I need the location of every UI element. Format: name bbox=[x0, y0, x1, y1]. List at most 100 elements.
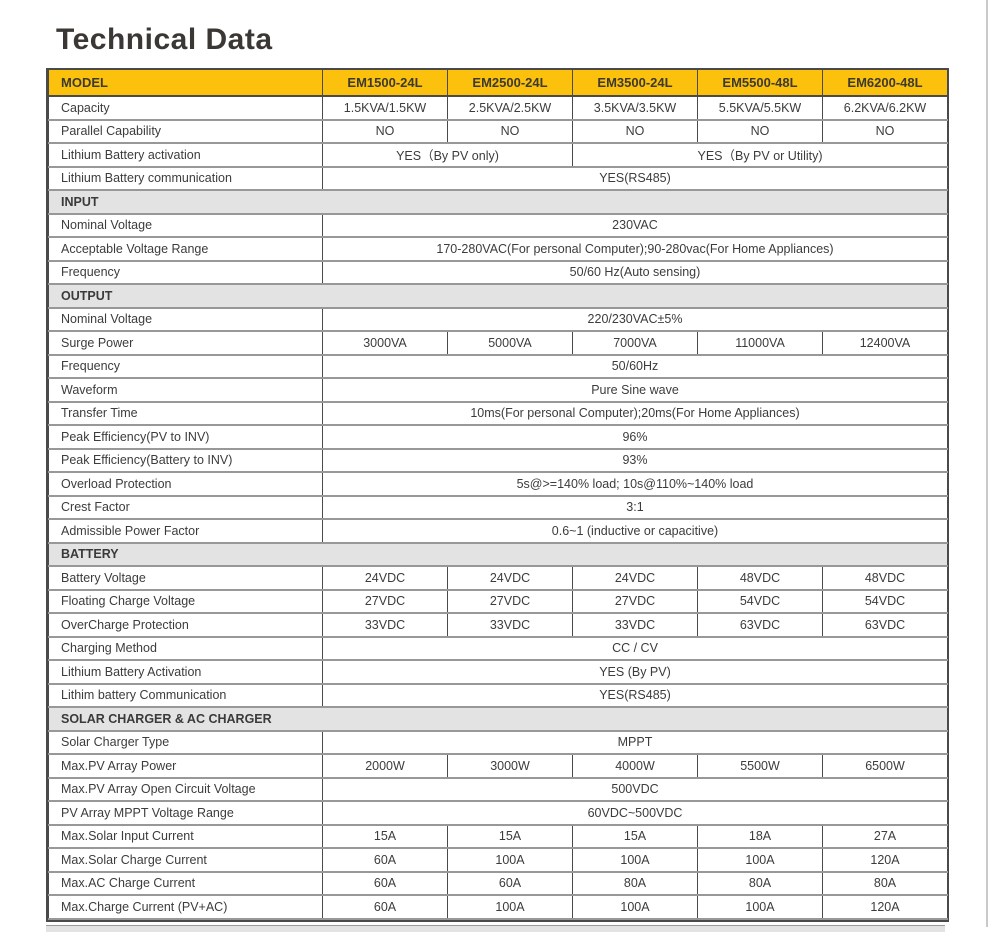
value-cell: 18A bbox=[697, 823, 823, 849]
row-label: Surge Power bbox=[48, 330, 323, 356]
value-cell: 230VAC bbox=[322, 212, 948, 238]
value-cell: 63VDC bbox=[822, 612, 948, 638]
value-cell: 54VDC bbox=[822, 588, 948, 614]
value-cell: 54VDC bbox=[697, 588, 823, 614]
value-cell: 170-280VAC(For personal Computer);90-280… bbox=[322, 236, 948, 262]
section-title: SOLAR CHARGER & AC CHARGER bbox=[48, 706, 948, 732]
value-cell: 60A bbox=[322, 894, 448, 920]
value-cell: 120A bbox=[822, 847, 948, 873]
table-row: Charging Method CC / CV bbox=[48, 635, 948, 661]
row-label: Overload Protection bbox=[48, 471, 323, 497]
table-row: Max.Solar Input Current 15A 15A 15A 18A 27A bbox=[48, 823, 948, 849]
page-title: Technical Data bbox=[56, 23, 273, 57]
section-header-row: OUTPUT bbox=[48, 283, 948, 309]
value-cell: 33VDC bbox=[322, 612, 448, 638]
value-cell: YES（By PV only) bbox=[322, 142, 573, 168]
row-label: Max.PV Array Open Circuit Voltage bbox=[48, 776, 323, 802]
value-cell: 3:1 bbox=[322, 494, 948, 520]
value-cell: 500VDC bbox=[322, 776, 948, 802]
table-row: Max.Solar Charge Current 60A 100A 100A 100A 1… bbox=[48, 847, 948, 873]
value-cell: 100A bbox=[447, 894, 573, 920]
value-cell: 93% bbox=[322, 447, 948, 473]
value-cell: 4000W bbox=[572, 753, 698, 779]
table-row: Lithium Battery communication YES(RS485) bbox=[48, 165, 948, 191]
value-cell: 6500W bbox=[822, 753, 948, 779]
table-row: Lithium Battery Activation YES (By PV) bbox=[48, 659, 948, 685]
section-title: BATTERY bbox=[48, 541, 948, 567]
table-row: Solar Charger Type MPPT bbox=[48, 729, 948, 755]
row-label: Battery Voltage bbox=[48, 565, 323, 591]
table-row: Max.PV Array Open Circuit Voltage 500VDC bbox=[48, 776, 948, 802]
row-label: Frequency bbox=[48, 259, 323, 285]
value-cell: 10ms(For personal Computer);20ms(For Hom… bbox=[322, 400, 948, 426]
table-row: Surge Power 3000VA 5000VA 7000VA 11000VA 1240… bbox=[48, 330, 948, 356]
value-cell: 7000VA bbox=[572, 330, 698, 356]
table-row: Parallel Capability NO NO NO NO NO bbox=[48, 118, 948, 144]
value-cell: 120A bbox=[822, 894, 948, 920]
table-row: Peak Efficiency(Battery to INV) 93% bbox=[48, 447, 948, 473]
row-label: Admissible Power Factor bbox=[48, 518, 323, 544]
value-cell: NO bbox=[447, 118, 573, 144]
row-label: Nominal Voltage bbox=[48, 212, 323, 238]
value-cell: NO bbox=[822, 118, 948, 144]
row-label: PV Array MPPT Voltage Range bbox=[48, 800, 323, 826]
row-label: Max.Charge Current (PV+AC) bbox=[48, 894, 323, 920]
model-header: EM1500-24L bbox=[322, 70, 448, 97]
value-cell: 24VDC bbox=[447, 565, 573, 591]
value-cell: 100A bbox=[572, 847, 698, 873]
row-label: Lithium Battery Activation bbox=[48, 659, 323, 685]
row-label: Waveform bbox=[48, 377, 323, 403]
value-cell: 2.5KVA/2.5KW bbox=[447, 96, 573, 121]
next-section-sliver bbox=[46, 925, 945, 932]
row-label: OverCharge Protection bbox=[48, 612, 323, 638]
model-header: EM5500-48L bbox=[697, 70, 823, 97]
model-header: EM3500-24L bbox=[572, 70, 698, 97]
table-row: Acceptable Voltage Range 170-280VAC(For p… bbox=[48, 236, 948, 262]
value-cell: NO bbox=[572, 118, 698, 144]
value-cell: 15A bbox=[572, 823, 698, 849]
value-cell: 60A bbox=[447, 870, 573, 896]
value-cell: 11000VA bbox=[697, 330, 823, 356]
value-cell: 48VDC bbox=[822, 565, 948, 591]
table-row: Battery Voltage 24VDC 24VDC 24VDC 48VDC 48VDC bbox=[48, 565, 948, 591]
value-cell: 12400VA bbox=[822, 330, 948, 356]
section-header-row: BATTERY bbox=[48, 541, 948, 567]
model-header: EM2500-24L bbox=[447, 70, 573, 97]
technical-data-table-container: MODEL EM1500-24L EM2500-24L EM3500-24L EM550… bbox=[46, 68, 949, 922]
table-row: Overload Protection 5s@>=140% load; 10s@1… bbox=[48, 471, 948, 497]
value-cell: 100A bbox=[447, 847, 573, 873]
value-cell: 80A bbox=[697, 870, 823, 896]
value-cell: Pure Sine wave bbox=[322, 377, 948, 403]
value-cell: 60A bbox=[322, 870, 448, 896]
row-label: Max.Solar Charge Current bbox=[48, 847, 323, 873]
table-row: PV Array MPPT Voltage Range 60VDC~500VDC bbox=[48, 800, 948, 826]
table-row: Transfer Time 10ms(For personal Computer)… bbox=[48, 400, 948, 426]
row-label: Acceptable Voltage Range bbox=[48, 236, 323, 262]
row-label: Solar Charger Type bbox=[48, 729, 323, 755]
value-cell: 80A bbox=[822, 870, 948, 896]
table-row: Frequency 50/60Hz bbox=[48, 353, 948, 379]
row-label: Lithium Battery communication bbox=[48, 165, 323, 191]
value-cell: 60A bbox=[322, 847, 448, 873]
row-label: Floating Charge Voltage bbox=[48, 588, 323, 614]
row-label: Max.AC Charge Current bbox=[48, 870, 323, 896]
value-cell: NO bbox=[322, 118, 448, 144]
value-cell: YES（By PV or Utility) bbox=[572, 142, 948, 168]
value-cell: 80A bbox=[572, 870, 698, 896]
row-label: Max.PV Array Power bbox=[48, 753, 323, 779]
table-row: Waveform Pure Sine wave bbox=[48, 377, 948, 403]
value-cell: 63VDC bbox=[697, 612, 823, 638]
value-cell: YES(RS485) bbox=[322, 682, 948, 708]
table-row: Lithim battery Communication YES(RS485) bbox=[48, 682, 948, 708]
value-cell: 5500W bbox=[697, 753, 823, 779]
value-cell: 27A bbox=[822, 823, 948, 849]
table-row: Nominal Voltage 230VAC bbox=[48, 212, 948, 238]
value-cell: 0.6~1 (inductive or capacitive) bbox=[322, 518, 948, 544]
row-label: Capacity bbox=[48, 96, 323, 121]
value-cell: 27VDC bbox=[572, 588, 698, 614]
value-cell: MPPT bbox=[322, 729, 948, 755]
value-cell: 5000VA bbox=[447, 330, 573, 356]
value-cell: 2000W bbox=[322, 753, 448, 779]
value-cell: 24VDC bbox=[572, 565, 698, 591]
table-row: Capacity 1.5KVA/1.5KW 2.5KVA/2.5KW 3.5KVA/3… bbox=[48, 96, 948, 121]
